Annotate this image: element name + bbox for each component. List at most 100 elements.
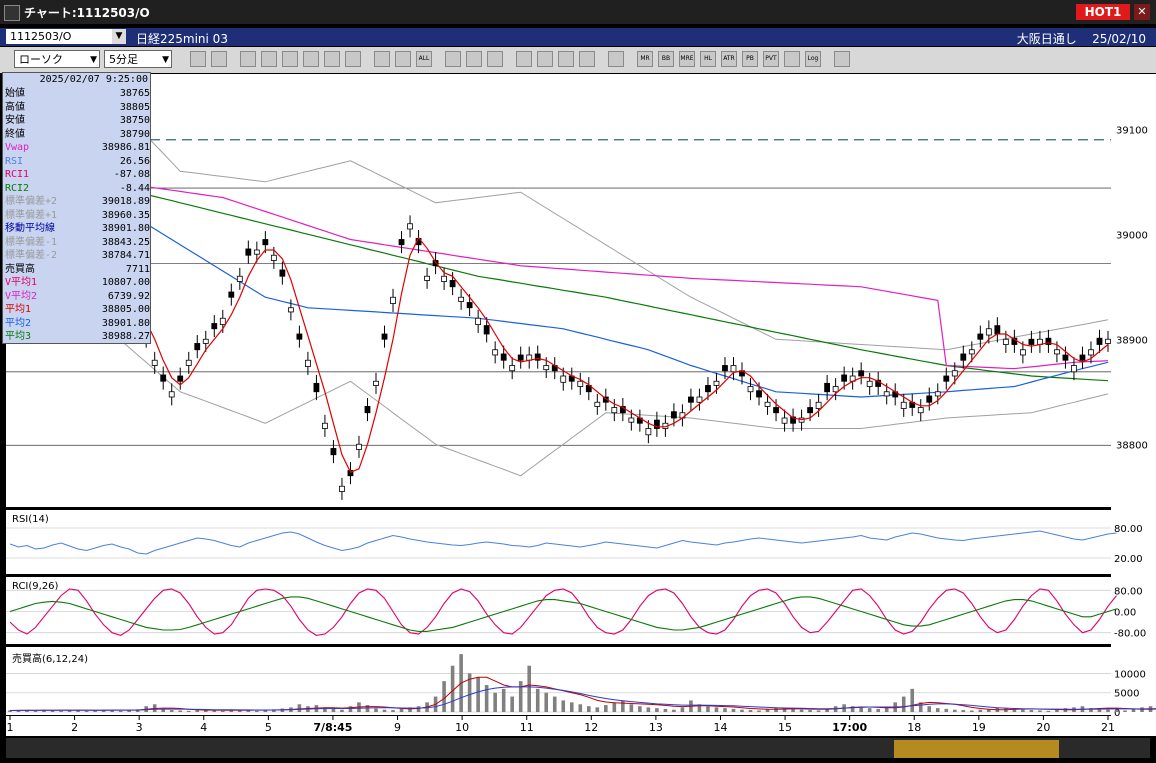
info-row-label: 安値: [5, 115, 25, 126]
symbol-select[interactable]: 1112503/O ▼: [6, 29, 126, 44]
close-button[interactable]: ✕: [1134, 4, 1150, 20]
pvt-icon[interactable]: PVT: [763, 51, 779, 67]
volume-axis-label: 5000: [1114, 689, 1139, 700]
data-info-panel: 2025/02/07 9:25:00 始値 38765 高値 38805 安値 38750…: [2, 72, 151, 344]
hl-icon[interactable]: HL: [700, 51, 716, 67]
volume-bar: [493, 692, 497, 712]
candle: [381, 333, 388, 340]
zoom-icon[interactable]: [537, 51, 553, 67]
candle: [645, 428, 652, 436]
rci-panel[interactable]: [6, 577, 1111, 644]
timeline-scrollbar[interactable]: [6, 738, 1150, 758]
time-axis-label: 5: [265, 721, 272, 734]
info-row-value: 38986.81: [101, 142, 150, 153]
rsi-panel[interactable]: [6, 510, 1111, 574]
candle: [628, 417, 635, 423]
pb-icon[interactable]: PB: [742, 51, 758, 67]
volume-bar: [93, 710, 97, 712]
down-icon[interactable]: [516, 51, 532, 67]
mre-icon[interactable]: MRE: [679, 51, 695, 67]
volume-bar: [382, 709, 387, 712]
volume-bar: [476, 677, 480, 712]
volume-bar: [272, 709, 276, 712]
rsi-title: RSI(14): [12, 514, 49, 525]
all-icon[interactable]: ALL: [416, 51, 432, 67]
candle: [713, 380, 720, 386]
info-row-label: 平均2: [5, 317, 32, 329]
atr-icon[interactable]: ATR: [721, 51, 737, 67]
candle: [747, 386, 754, 393]
exit-icon[interactable]: [834, 51, 850, 67]
candle: [653, 419, 660, 429]
volume-bar: [365, 705, 370, 712]
undo-icon[interactable]: [303, 51, 319, 67]
volume-bar: [655, 708, 659, 712]
info-row: 平均3 38988.27: [5, 330, 150, 343]
chevron-down-icon[interactable]: ▼: [112, 29, 126, 44]
volume-bar: [952, 709, 957, 712]
chevron-down-icon[interactable]: ▼: [162, 55, 169, 65]
volume-bar: [238, 709, 242, 712]
bar2-icon[interactable]: [395, 51, 411, 67]
volume-panel[interactable]: [6, 647, 1111, 715]
palette-icon[interactable]: [487, 51, 503, 67]
chart-type-select[interactable]: ローソク ▼: [14, 50, 100, 68]
candle: [858, 370, 865, 377]
volume-bar: [612, 702, 617, 712]
cross-icon[interactable]: [579, 51, 595, 67]
candle: [824, 382, 831, 393]
price-panel[interactable]: [6, 74, 1111, 507]
session-label: 大阪日通し: [1016, 32, 1077, 46]
volume-bar: [110, 710, 114, 712]
volume-bar: [663, 708, 668, 712]
candle: [866, 380, 873, 387]
interval-select[interactable]: 5分足 ▼: [104, 50, 172, 68]
volume-bar: [638, 706, 642, 712]
chevron-down-icon[interactable]: ▼: [90, 55, 97, 65]
trash-icon[interactable]: [345, 51, 361, 67]
hot1-badge[interactable]: HOT1: [1076, 4, 1130, 20]
settings-icon[interactable]: [445, 51, 461, 67]
cursor-icon[interactable]: [282, 51, 298, 67]
chart-area[interactable]: 39100 39000 38900 38800 RSI(14) 80.00 20.00 R…: [0, 74, 1156, 760]
volume-bar: [646, 707, 651, 712]
volume-avg-6-line: [9, 676, 1156, 711]
draw-icon[interactable]: [261, 51, 277, 67]
candle: [756, 390, 762, 398]
log-icon[interactable]: Log: [805, 51, 821, 67]
candle: [279, 269, 286, 277]
volume-bar: [374, 708, 378, 712]
volume-bar: [450, 665, 455, 712]
blank-icon[interactable]: [608, 51, 624, 67]
candle: [832, 386, 839, 393]
wrench-icon[interactable]: [466, 51, 482, 67]
info-row-label: RCI1: [5, 169, 30, 180]
candle: [688, 396, 694, 403]
candle: [245, 248, 252, 256]
box-icon[interactable]: [784, 51, 800, 67]
volume-bar: [910, 688, 915, 712]
volume-bar: [544, 692, 549, 712]
time-axis-label: 11: [520, 721, 534, 734]
volume-bar: [714, 707, 719, 712]
list-icon[interactable]: [324, 51, 340, 67]
volume-bar: [561, 700, 566, 712]
bb-icon[interactable]: BB: [658, 51, 674, 67]
vwap-line: [9, 175, 1109, 370]
search-icon[interactable]: [190, 51, 206, 67]
candle: [1096, 337, 1103, 345]
info-row: 安値 38750: [5, 114, 150, 127]
pen-icon[interactable]: [240, 51, 256, 67]
time-axis-label: 14: [713, 721, 727, 734]
mr-icon[interactable]: MR: [637, 51, 653, 67]
bar-icon[interactable]: [374, 51, 390, 67]
candle: [466, 302, 473, 309]
grid-icon[interactable]: [558, 51, 574, 67]
scrollbar-thumb[interactable]: [894, 740, 1059, 758]
volume-bar: [935, 708, 940, 712]
volume-bar: [850, 706, 855, 712]
crosshair-icon[interactable]: [211, 51, 227, 67]
candle: [475, 317, 482, 325]
info-row: 平均1 38805.00: [5, 303, 150, 316]
